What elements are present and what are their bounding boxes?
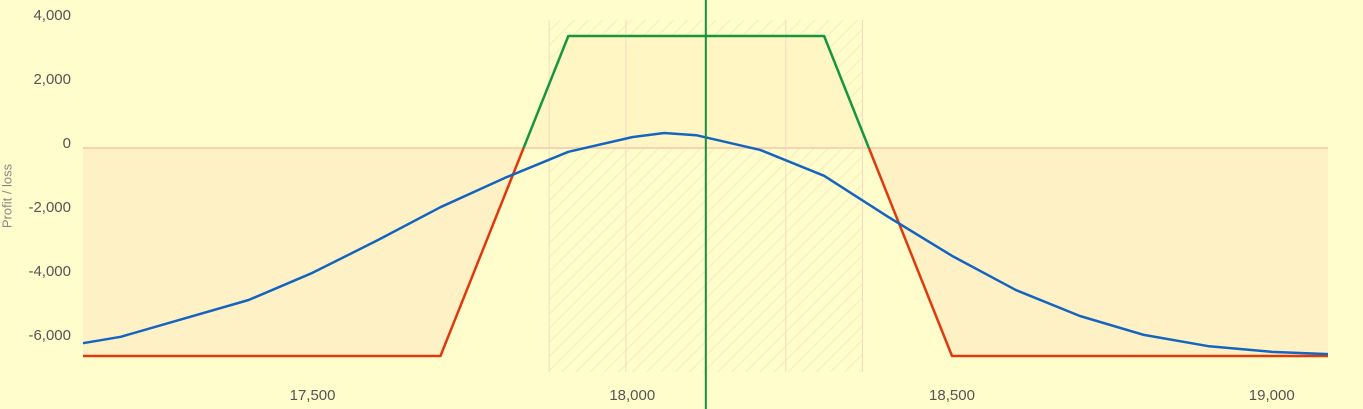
pl-area: [523, 36, 869, 148]
pl-area: [868, 148, 1328, 356]
x-tick-label: 17,500: [290, 387, 336, 404]
x-tick-label: 18,500: [929, 387, 975, 404]
x-tick-label: 19,000: [1249, 387, 1295, 404]
y-tick-label: 4,000: [33, 7, 71, 24]
x-tick-label: 18,000: [609, 387, 655, 404]
pl-line: [82, 131, 1329, 356]
y-tick-label: 0: [63, 135, 71, 152]
pl-line: [522, 34, 871, 149]
y-tick-label: -6,000: [28, 327, 71, 344]
y-tick-label: -4,000: [28, 263, 71, 280]
y-tick-label: 2,000: [33, 71, 71, 88]
pl-area: [83, 148, 524, 356]
pl-line: [83, 147, 1328, 358]
y-tick-label: -2,000: [28, 199, 71, 216]
y-axis-title: Profit / loss: [0, 163, 14, 228]
